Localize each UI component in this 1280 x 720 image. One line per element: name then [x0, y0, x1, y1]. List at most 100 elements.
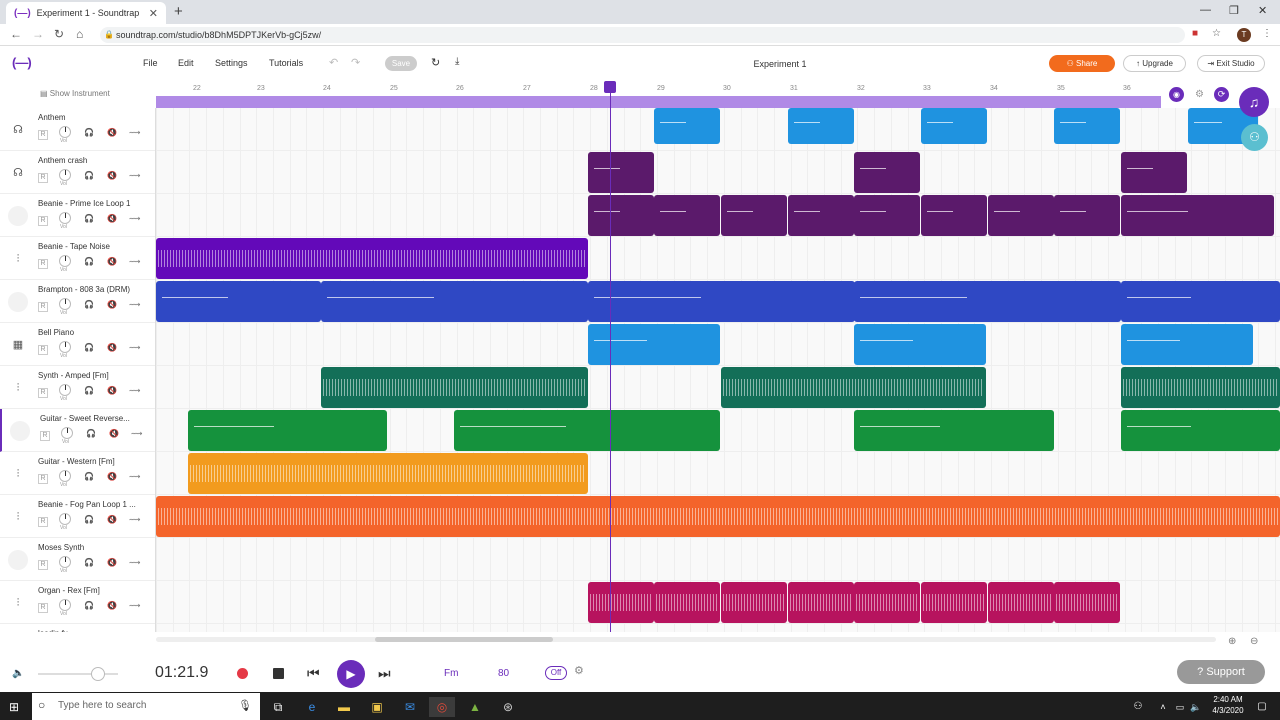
audio-region[interactable]: [454, 410, 720, 451]
back-icon[interactable]: ←: [10, 27, 22, 41]
track-name[interactable]: Anthem crash: [38, 156, 88, 165]
audio-region[interactable]: [854, 195, 920, 236]
headphones-icon[interactable]: 🎧: [86, 429, 96, 438]
tuner-icon[interactable]: ◉: [1169, 87, 1184, 102]
track-lane[interactable]: [156, 538, 1280, 581]
audio-region[interactable]: [654, 195, 720, 236]
headphones-icon[interactable]: 🎧: [84, 558, 94, 567]
track-lane[interactable]: [156, 366, 1280, 409]
mute-icon[interactable]: 🔇: [107, 515, 117, 524]
audio-region[interactable]: [1121, 324, 1253, 365]
mail-icon[interactable]: ✉: [404, 700, 416, 714]
audio-region[interactable]: [156, 281, 321, 322]
record-arm-button[interactable]: R: [38, 130, 48, 140]
audio-region[interactable]: [1121, 281, 1280, 322]
task-view-icon[interactable]: ⧉: [273, 700, 283, 714]
audio-region[interactable]: [588, 152, 654, 193]
track-lane[interactable]: [156, 452, 1280, 495]
volume-knob[interactable]: [61, 427, 73, 439]
audio-region[interactable]: [1121, 367, 1280, 408]
audio-region[interactable]: [988, 582, 1054, 623]
headphones-icon[interactable]: 🎧: [84, 214, 94, 223]
audio-region[interactable]: [588, 281, 855, 322]
menu-tutorials[interactable]: Tutorials: [269, 58, 304, 68]
people-icon[interactable]: ⚇: [1133, 701, 1143, 712]
audio-region[interactable]: [588, 324, 720, 365]
automation-icon[interactable]: ⟿: [129, 171, 141, 180]
headphones-icon[interactable]: 🎧: [84, 472, 94, 481]
microphone-icon[interactable]: 🎙: [238, 700, 252, 712]
new-tab-icon[interactable]: +: [174, 3, 183, 20]
tempo-display[interactable]: 80: [498, 668, 510, 679]
audio-region[interactable]: [1054, 582, 1120, 623]
audio-region[interactable]: [921, 582, 987, 623]
notifications-icon[interactable]: ▢: [1257, 701, 1267, 712]
automation-icon[interactable]: ⟿: [129, 601, 141, 610]
track-header[interactable]: ☊ Anthem crash R Vol 🎧 🔇 ⟿: [0, 151, 155, 194]
audio-region[interactable]: [788, 582, 854, 623]
automation-icon[interactable]: ⟿: [129, 558, 141, 567]
app-icon[interactable]: ⊛: [502, 700, 514, 714]
bookmark-star-icon[interactable]: ☆: [1212, 28, 1221, 39]
master-volume-slider[interactable]: [38, 673, 118, 675]
track-header[interactable]: loadin fxRVol🎧🔇⟿: [0, 624, 155, 632]
record-arm-button[interactable]: R: [38, 216, 48, 226]
mute-icon[interactable]: 🔇: [107, 343, 117, 352]
track-lane[interactable]: [156, 409, 1280, 452]
track-header[interactable]: Brampton - 808 3a (DRM) R Vol 🎧 🔇 ⟿: [0, 280, 155, 323]
track-lane[interactable]: [156, 151, 1280, 194]
audio-region[interactable]: [721, 367, 986, 408]
timeline-ruler[interactable]: 22 23 24 25 26 27 28 29 30 31 32 33 34 35 36: [156, 83, 1280, 96]
store-icon[interactable]: ▣: [371, 700, 383, 714]
stop-button[interactable]: [273, 668, 284, 679]
track-name[interactable]: Guitar - Western [Fm]: [38, 457, 115, 466]
automation-icon[interactable]: ⟿: [131, 429, 143, 438]
tray-chevron-icon[interactable]: ˄: [1160, 702, 1166, 712]
volume-knob[interactable]: [59, 384, 71, 396]
automation-icon[interactable]: ⟿: [129, 515, 141, 524]
automation-icon[interactable]: ⟿: [129, 128, 141, 137]
automation-icon[interactable]: ⟿: [129, 386, 141, 395]
nvidia-icon[interactable]: ▲: [469, 700, 481, 714]
mute-icon[interactable]: 🔇: [107, 300, 117, 309]
track-name[interactable]: Moses Synth: [38, 543, 85, 552]
track-name[interactable]: Synth - Amped [Fm]: [38, 371, 109, 380]
audio-region[interactable]: [1054, 195, 1120, 236]
edge-icon[interactable]: e: [308, 700, 316, 714]
audio-region[interactable]: [588, 582, 654, 623]
automation-icon[interactable]: ⟿: [129, 343, 141, 352]
track-name[interactable]: Bell Piano: [38, 328, 75, 337]
gear-icon[interactable]: ⚙: [1195, 89, 1204, 100]
url-field[interactable]: 🔒 soundtrap.com/studio/b8DhM5DPTJKerVb-g…: [100, 27, 1185, 43]
track-name[interactable]: Beanie - Prime Ice Loop 1: [38, 199, 131, 208]
audio-region[interactable]: [1121, 195, 1274, 236]
chrome-icon[interactable]: ◎: [429, 697, 455, 717]
network-icon[interactable]: ▭: [1175, 702, 1185, 712]
loop-icon[interactable]: ⟳: [1214, 87, 1229, 102]
audio-region[interactable]: [921, 108, 987, 144]
collaborate-icon[interactable]: ⚇: [1241, 124, 1268, 151]
headphones-icon[interactable]: 🎧: [84, 257, 94, 266]
project-title[interactable]: Experiment 1: [753, 59, 807, 69]
automation-icon[interactable]: ⟿: [129, 300, 141, 309]
audio-region[interactable]: [788, 108, 854, 144]
headphones-icon[interactable]: 🎧: [84, 515, 94, 524]
track-lane[interactable]: [156, 581, 1280, 624]
track-header[interactable]: ▦ Bell Piano R Vol 🎧 🔇 ⟿: [0, 323, 155, 366]
record-arm-button[interactable]: R: [38, 173, 48, 183]
exit-studio-button[interactable]: ⇥ Exit Studio: [1197, 55, 1265, 72]
volume-tray-icon[interactable]: 🔈: [1190, 702, 1202, 712]
audio-region[interactable]: [854, 281, 1121, 322]
audio-region[interactable]: [988, 195, 1054, 236]
audio-region[interactable]: [788, 195, 854, 236]
forward-icon[interactable]: ⏭: [378, 665, 391, 681]
taskbar-search[interactable]: ○ Type here to search 🎙: [32, 693, 260, 720]
audio-region[interactable]: [1121, 410, 1280, 451]
track-header[interactable]: ☊ Anthem R Vol 🎧 🔇 ⟿: [0, 108, 155, 151]
track-lane[interactable]: [156, 495, 1280, 538]
upgrade-button[interactable]: ↑ Upgrade: [1123, 55, 1186, 72]
volume-knob[interactable]: [59, 513, 71, 525]
support-button[interactable]: ? Support: [1177, 660, 1265, 684]
audio-region[interactable]: [1054, 108, 1120, 144]
volume-knob[interactable]: [59, 298, 71, 310]
